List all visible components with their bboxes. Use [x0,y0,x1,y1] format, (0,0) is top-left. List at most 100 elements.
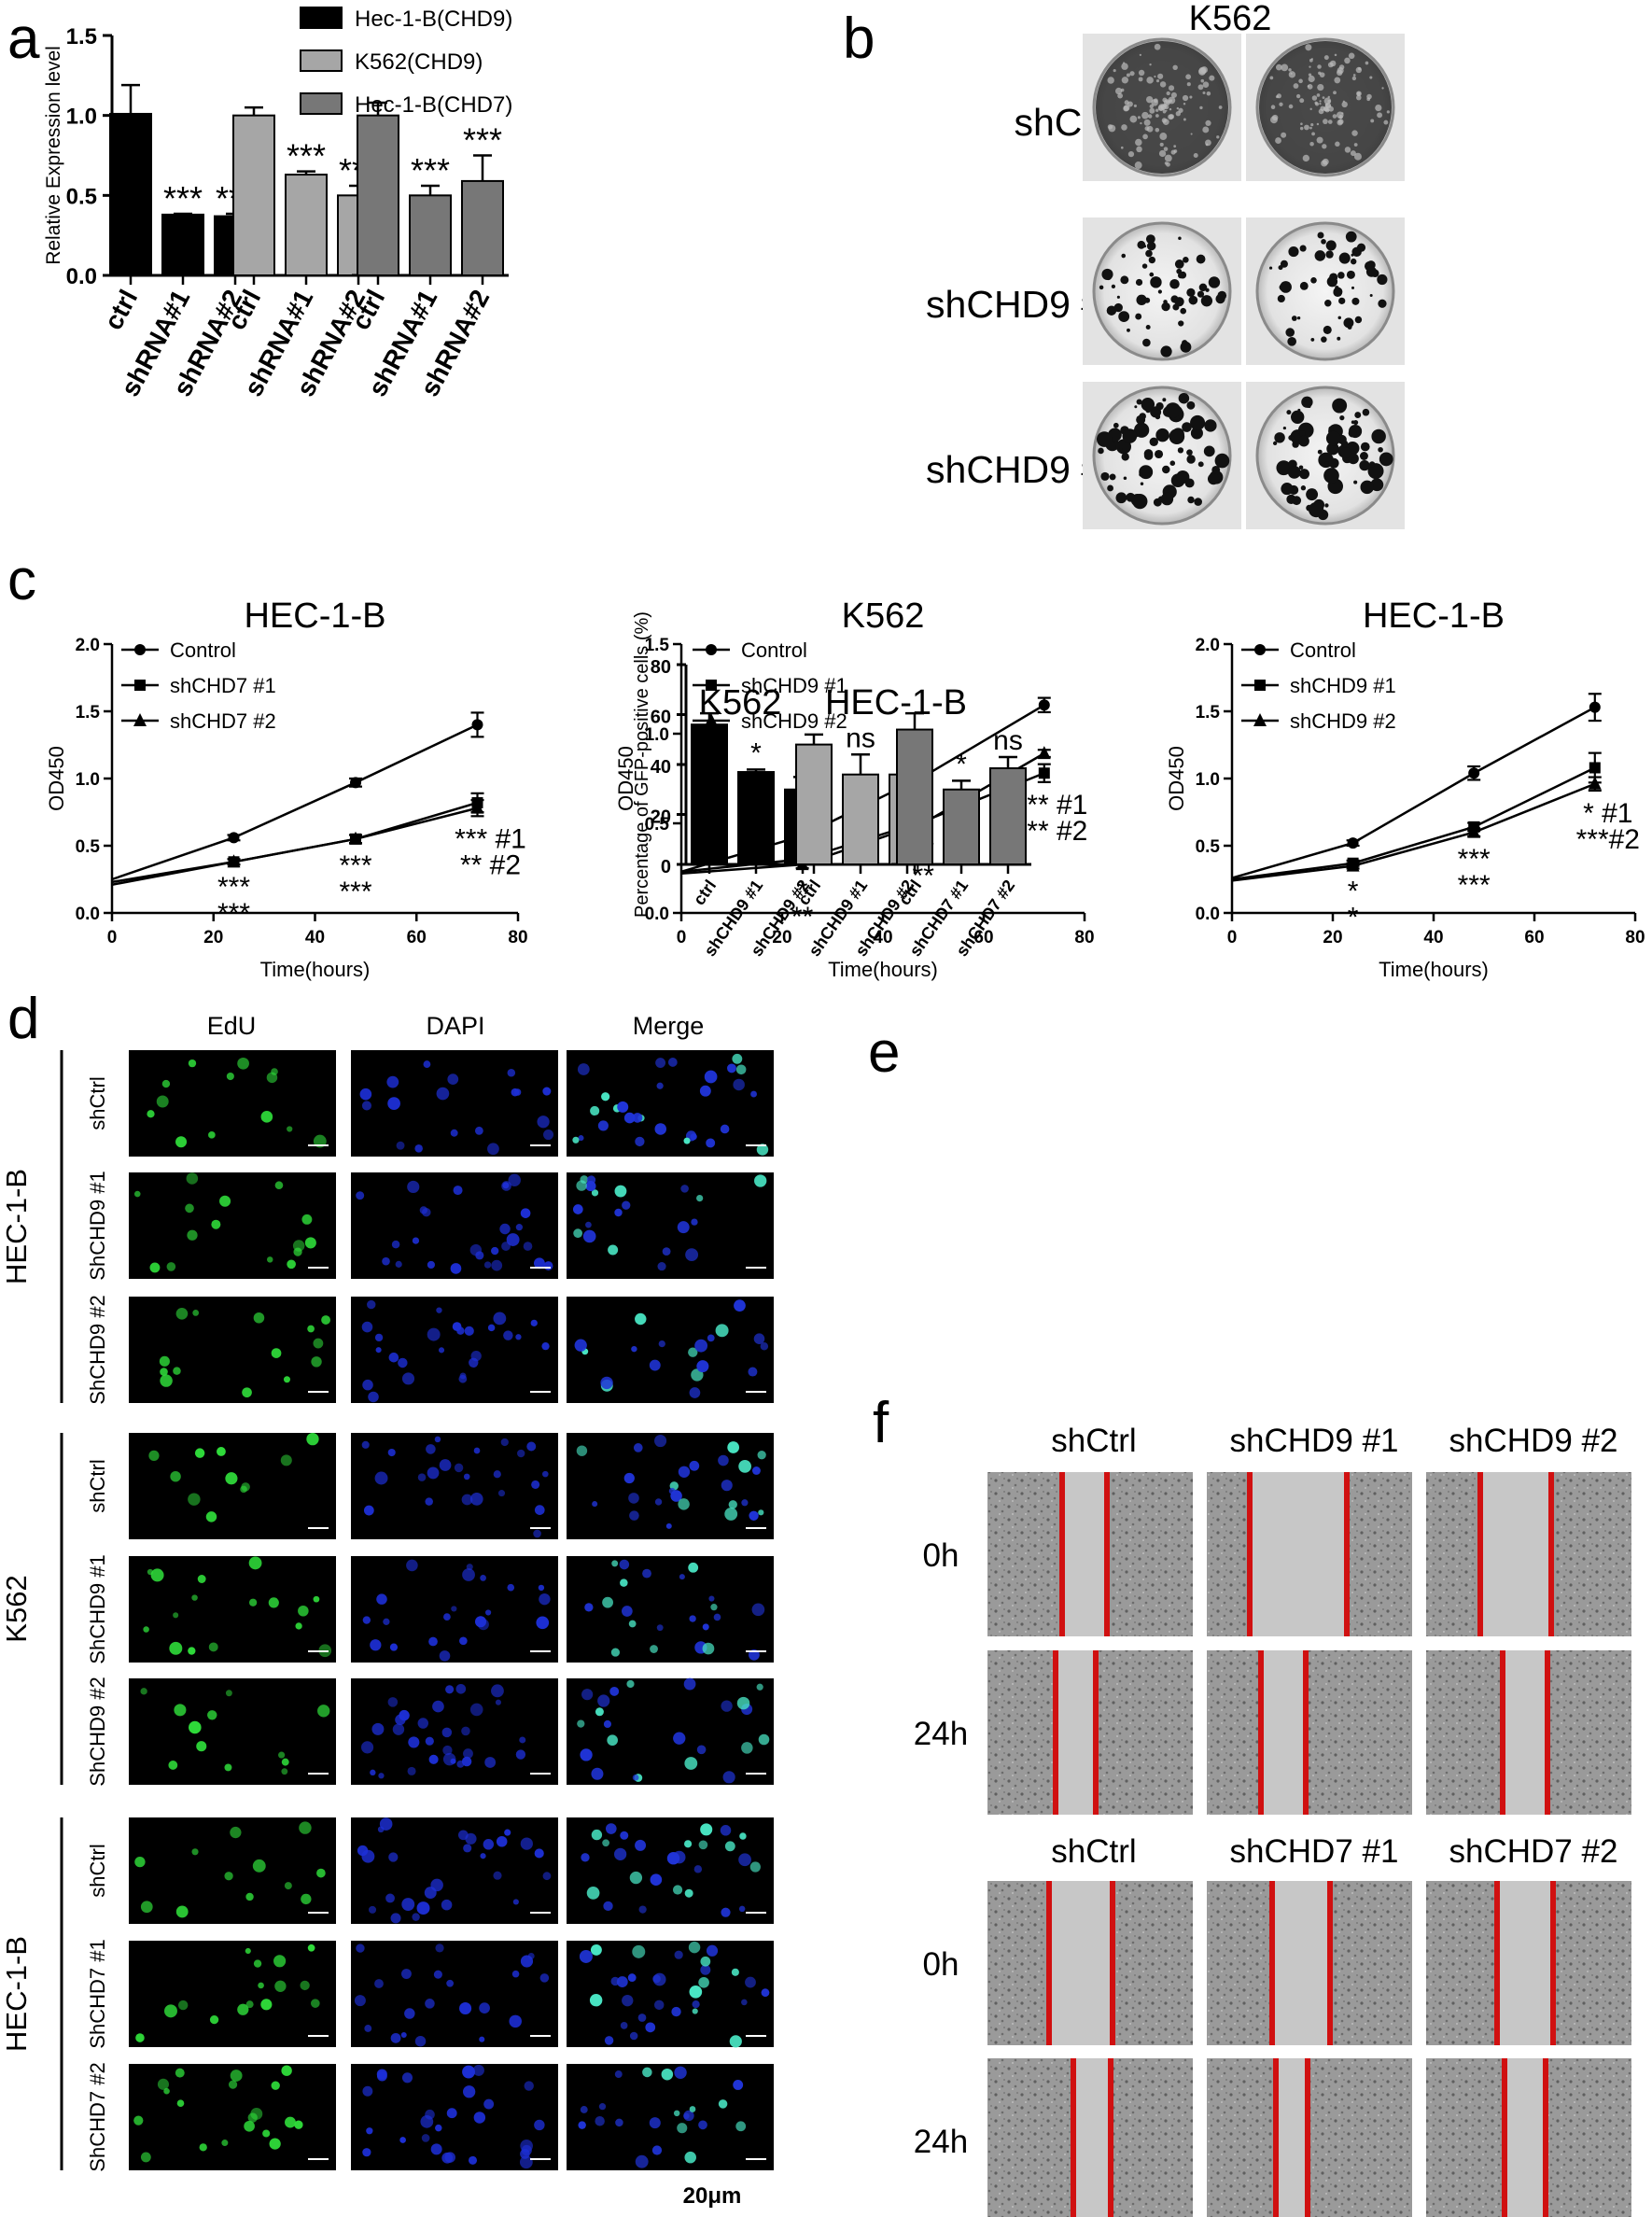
edu-nucleus [177,2000,189,2011]
x-tick-label: 40 [305,928,325,947]
colony-speck [1333,91,1337,95]
merge-nucleus [672,1885,683,1895]
significance-label: *** [1458,870,1491,901]
colony-speck [1341,101,1348,108]
wound-edge-left [1059,1472,1065,1636]
colony-speck [1319,72,1325,78]
merge-nucleus [586,1175,596,1185]
significance-label: *** [287,137,326,175]
colony-speck [1386,110,1390,114]
merge-nucleus [601,1092,610,1101]
merge-nucleus [704,1070,718,1084]
merge-nucleus [576,1180,587,1191]
dapi-nucleus [493,1470,501,1479]
colony [1190,414,1206,430]
colony [1378,299,1387,308]
merge-nucleus [753,1333,765,1344]
edu-nucleus [199,2143,207,2152]
edu-nucleus [253,1312,265,1324]
dapi-nucleus [479,2036,485,2042]
colony-speck [1311,95,1318,101]
merge-nucleus [603,1719,611,1729]
edu-nucleus [237,1057,249,1070]
colony-speck [1281,63,1289,72]
legend-marker [705,713,718,726]
merge-nucleus [668,1487,676,1494]
colony [1139,413,1146,420]
bar [691,723,728,866]
colony [1310,338,1315,342]
edu-nucleus [299,1821,312,1834]
merge-nucleus [689,1615,696,1622]
dapi-nucleus [421,2134,430,2142]
bar [357,114,399,276]
merge-nucleus [718,2099,728,2109]
edu-nucleus [271,2081,280,2090]
colony [1118,311,1130,322]
colony [1287,465,1301,479]
colony-speck [1319,100,1322,103]
colony [1333,288,1343,298]
wound-edge-right [1543,2058,1548,2217]
colony [1194,498,1202,506]
edu-nucleus [313,1595,320,1603]
merge-nucleus [620,2022,628,2029]
dapi-nucleus [366,2127,373,2135]
colony-speck [1324,103,1329,107]
merge-nucleus [589,1993,603,2007]
colony-speck [1281,132,1287,138]
merge-nucleus [727,1441,740,1453]
merge-nucleus [751,1466,761,1475]
dapi-nucleus [363,1505,374,1516]
dapi-nucleus [428,1636,438,1647]
edu-nucleus [237,2003,249,2015]
colony [1139,465,1154,480]
merge-nucleus [727,1063,736,1073]
dapi-nucleus [399,2137,406,2143]
colony-speck [1120,88,1125,92]
dapi-nucleus [401,1969,412,1979]
merge-nucleus [602,1596,613,1608]
edu-nucleus [175,1905,189,1918]
dapi-nucleus [515,1749,526,1760]
dapi-nucleus [391,1240,400,1249]
edu-nucleus [311,1999,320,2008]
dapi-nucleus [392,1723,405,1735]
merge-nucleus [576,1445,588,1456]
colony-speck [1275,137,1281,144]
dapi-nucleus [484,1609,492,1616]
colony [1324,461,1329,466]
merge-nucleus [592,1501,598,1508]
edu-nucleus [150,1568,164,1582]
colony [1155,449,1164,459]
edu-nucleus [170,1470,181,1482]
colony-speck [1183,118,1186,121]
bar [461,179,504,276]
row-label: ShCHD9 #2 [86,1295,109,1404]
significance-label: * #1 [1583,798,1632,829]
merge-nucleus [611,1560,619,1567]
colony-speck [1299,98,1305,104]
significance-label: *** [339,877,371,907]
bar [232,114,275,276]
series-line [111,723,479,881]
colony [1134,405,1138,409]
colony [1203,445,1215,457]
merge-nucleus [595,1707,604,1717]
edu-nucleus [304,1237,316,1249]
dapi-nucleus [513,1088,522,1096]
significance-label: ** #1 [1027,790,1087,821]
colony [1325,250,1334,259]
significance-label: * [797,876,808,906]
colony [1161,302,1170,312]
merge-nucleus [678,1466,691,1478]
colony-speck [1218,105,1223,109]
merge-nucleus [738,1459,751,1473]
x-tick-label: 60 [1524,928,1544,947]
colony-speck [1169,114,1175,119]
merge-nucleus [689,1387,701,1398]
row-label: shCtrl [86,1459,109,1512]
colony-speck [1307,84,1313,90]
merge-nucleus [590,1943,602,1956]
